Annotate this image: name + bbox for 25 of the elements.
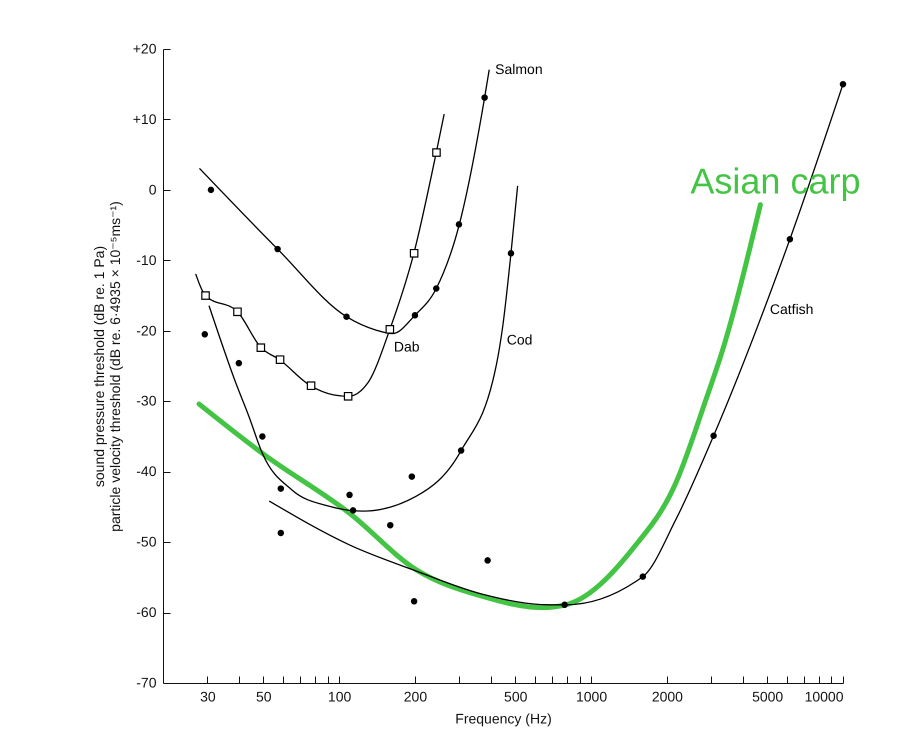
x-tick-label: 100 — [328, 688, 352, 704]
x-tick-label: 10000 — [804, 688, 844, 704]
y-tick-label: -10 — [136, 252, 157, 268]
series-label: Salmon — [495, 61, 543, 78]
x-tick-label: 200 — [404, 688, 428, 704]
series-label: Cod — [506, 332, 532, 348]
y-axis-title: sound pressure threshold (dB re. 1 Pa) particle velocity threshold (dB re. 6·4935 × 10⁻⁵ms⁻¹) — [90, 201, 123, 532]
x-axis-title: Frequency (Hz) — [455, 710, 552, 726]
x-tick-label: 30 — [200, 688, 216, 704]
y-tick-label: -70 — [136, 674, 157, 690]
x-tick-label: 5000 — [752, 688, 784, 704]
series-label: Dab — [394, 338, 420, 354]
y-tick-label: -30 — [136, 392, 157, 409]
y-tick-label: 0 — [148, 181, 157, 198]
y-tick-label: -60 — [136, 604, 157, 620]
x-tick-label: 50 — [256, 688, 272, 704]
x-tick-label: 500 — [504, 688, 528, 704]
y-tick-label: -50 — [136, 534, 157, 550]
y-tick-label: +20 — [132, 40, 157, 56]
series-label: Catfish — [770, 301, 814, 318]
x-tick-label: 2000 — [652, 688, 684, 704]
y-tick-label: +10 — [132, 110, 157, 127]
y-tick-label: -20 — [136, 322, 157, 338]
x-tick-label: 1000 — [576, 688, 608, 704]
y-tick-label: -40 — [136, 463, 157, 480]
